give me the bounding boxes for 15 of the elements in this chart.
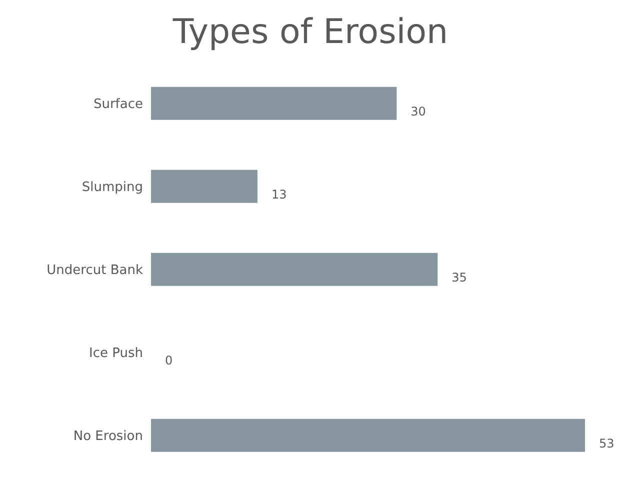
chart-title: Types of Erosion (172, 11, 450, 54)
y-tick-label: Undercut Bank (46, 263, 144, 278)
data-label: 13 (271, 188, 287, 202)
data-label: 30 (410, 104, 426, 119)
bar (151, 170, 258, 203)
data-label: 35 (452, 270, 467, 285)
y-tick-label: No Erosion (73, 429, 143, 444)
y-tick-label: Slumping (82, 180, 143, 196)
bar (151, 86, 397, 120)
bar (151, 252, 438, 286)
y-tick-label: Surface (93, 97, 143, 112)
bar (151, 418, 585, 452)
y-tick-label: Ice Push (89, 346, 143, 362)
data-label: 0 (165, 354, 173, 368)
data-label: 53 (599, 436, 614, 451)
